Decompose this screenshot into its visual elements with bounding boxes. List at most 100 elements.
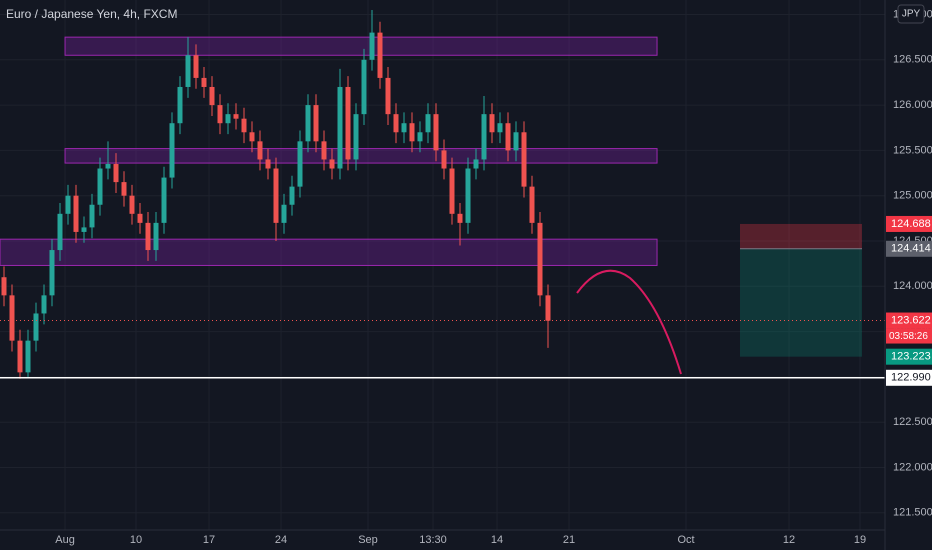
candle-body [545, 295, 551, 321]
y-tick-label: 126.000 [893, 99, 932, 111]
candle-body [281, 204, 287, 223]
x-tick-label: 24 [275, 534, 287, 546]
candle-body [73, 195, 79, 232]
currency-button[interactable] [897, 4, 925, 24]
candle-body [417, 132, 423, 142]
candle-body [65, 195, 71, 214]
price-tag-label: 122.990 [891, 372, 931, 384]
candle-body [505, 123, 511, 151]
candle-body [385, 77, 391, 115]
candle-body [225, 114, 231, 124]
candle-body [361, 59, 367, 115]
currency-label: JPY [902, 9, 921, 20]
candle-body [137, 213, 143, 223]
candle-body [289, 186, 295, 205]
candle-body [57, 213, 63, 251]
price-tag [886, 215, 932, 232]
candle-body [409, 123, 415, 142]
candle-body [393, 114, 399, 133]
x-tick-label: Sep [358, 534, 378, 546]
candle-body [273, 168, 279, 223]
candle-body [241, 118, 247, 133]
candle-body [193, 55, 199, 78]
candle-body [401, 123, 407, 133]
candle-body [337, 86, 343, 169]
stop-zone [740, 223, 862, 249]
candle-body [441, 150, 447, 169]
price-tag [886, 312, 932, 329]
candle-body [537, 222, 543, 296]
candle-body [41, 295, 47, 314]
candle-body [489, 114, 495, 133]
candle-body [121, 182, 127, 196]
candle-body [217, 105, 223, 124]
x-tick-label: 14 [491, 534, 503, 546]
y-tick-label: 122.000 [893, 461, 932, 473]
candle-body [457, 213, 463, 223]
candle-body [33, 313, 39, 341]
candle-body [513, 132, 519, 151]
price-tag [886, 240, 932, 257]
candle-body [257, 141, 263, 160]
price-tags: 124.688 124.414 123.223 122.990 123.622 03:58… [886, 215, 932, 386]
zones [0, 36, 862, 357]
candle-body [265, 159, 271, 169]
candle-body [321, 141, 327, 160]
candle-body [465, 168, 471, 223]
candle-body [153, 222, 159, 251]
candle-body [201, 77, 207, 87]
support-resistance-zone [64, 36, 658, 56]
candle-body [9, 295, 15, 341]
candle-body [185, 55, 191, 87]
y-tick-label: 121.500 [893, 507, 932, 519]
x-tick-label: 12 [783, 534, 795, 546]
candle-body [81, 227, 87, 232]
candle-body [105, 163, 111, 169]
candle-body [97, 168, 103, 205]
price-tag [886, 348, 932, 365]
y-tick-label: 124.000 [893, 280, 932, 292]
x-tick-label: Aug [55, 534, 75, 546]
plot [0, 9, 885, 379]
target-zone [740, 248, 862, 357]
x-tick-label: 10 [130, 534, 142, 546]
price-tag-label: 124.414 [891, 243, 931, 255]
price-tag [886, 369, 932, 386]
y-tick-label: 125.000 [893, 190, 932, 202]
candle-body [145, 222, 151, 251]
candle-body [249, 132, 255, 142]
candle-body [1, 277, 7, 296]
chart-title: Euro / Japanese Yen, 4h, FXCM [6, 7, 177, 21]
candle-body [297, 141, 303, 187]
price-tag-label: 123.622 [891, 314, 931, 326]
candle-body [129, 195, 135, 214]
x-tick-label: Oct [677, 534, 694, 546]
support-resistance-zone [0, 238, 658, 266]
candle-body [209, 86, 215, 106]
candle-body [89, 204, 95, 228]
support-resistance-zone [64, 148, 658, 164]
candle-body [377, 32, 383, 78]
candle-body [433, 114, 439, 151]
candle-body [369, 32, 375, 60]
candle-body [473, 159, 479, 169]
projection-curve [576, 269, 682, 375]
x-tick-label: 21 [563, 534, 575, 546]
countdown-tag [886, 328, 932, 344]
candle-body [497, 123, 503, 133]
candle-body [353, 114, 359, 160]
candle-body [481, 114, 487, 160]
x-tick-label: 17 [203, 534, 215, 546]
countdown-label: 03:58:26 [889, 331, 928, 342]
y-tick-label: 126.500 [893, 54, 932, 66]
candle-body [161, 177, 167, 223]
candle-body [25, 340, 31, 373]
candle-body [521, 132, 527, 187]
candle-body [529, 186, 535, 223]
candle-body [345, 86, 351, 160]
price-tag-label: 124.688 [891, 218, 931, 230]
candle-body [17, 340, 23, 373]
price-axis [885, 0, 932, 550]
candle-body [113, 163, 119, 183]
